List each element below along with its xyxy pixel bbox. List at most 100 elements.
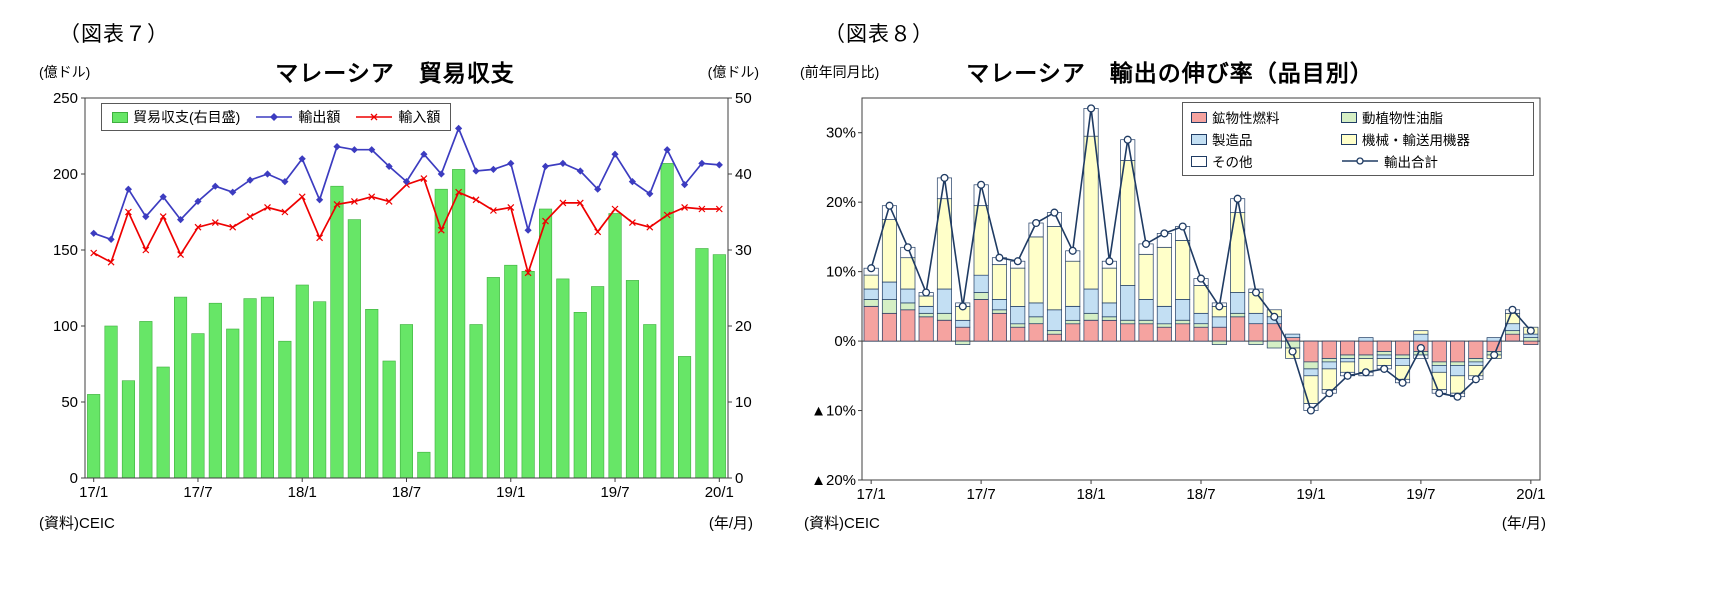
stacked-segment (1285, 333, 1301, 338)
trade-balance-bar (278, 340, 292, 479)
y-axis-tick-label: ▲10% (811, 403, 856, 420)
stacked-segment (1138, 299, 1154, 321)
total-exports-circle-marker (1526, 326, 1535, 335)
stacked-segment (1505, 333, 1521, 342)
figure8-legend: 鉱物性燃料 動植物性油脂 製造品 機械・輸送用機器 その他 輸出合計 (1182, 102, 1534, 176)
exports-diamond-marker (124, 185, 132, 193)
exports-diamond-marker (211, 182, 219, 190)
trade-balance-bar (382, 360, 396, 479)
legend-label: 輸入額 (398, 109, 441, 125)
imports-x-marker (124, 208, 132, 216)
stacked-segment (1175, 240, 1191, 300)
exports-diamond-marker (472, 167, 480, 175)
stacked-segment (1376, 351, 1392, 356)
legend-swatch (1341, 133, 1357, 145)
y-axis-tick-label: 0% (834, 333, 856, 350)
figure7-title: マレーシア 貿易収支 (275, 60, 515, 86)
imports-x-marker (698, 205, 706, 213)
imports-x-marker (385, 197, 393, 205)
x-axis-tick-label: 17/7 (183, 484, 212, 501)
stacked-segment (1340, 340, 1356, 356)
stacked-segment (936, 319, 952, 342)
total-exports-circle-marker (1032, 218, 1041, 228)
stacked-segment (1450, 340, 1466, 363)
stacked-segment (900, 309, 916, 342)
total-exports-circle-marker (1361, 368, 1370, 377)
x-axis-tick-label: 20/1 (705, 484, 734, 501)
imports-x-marker (368, 193, 376, 201)
imports-x-marker (628, 219, 636, 227)
x-axis-tick-label: 19/1 (1296, 486, 1325, 503)
exports-diamond-marker (263, 170, 272, 178)
stacked-segment (1120, 319, 1136, 325)
imports-x-marker (194, 223, 202, 231)
stacked-segment (1065, 306, 1081, 321)
exports-diamond-marker (455, 124, 463, 132)
legend-circle-line-icon (1342, 157, 1378, 165)
stacked-segment (1028, 323, 1044, 342)
total-exports-circle-marker (1123, 135, 1132, 144)
exports-diamond-marker (524, 226, 532, 234)
stacked-segment (1376, 340, 1392, 352)
stacked-segment (1083, 135, 1099, 290)
stacked-segment (1230, 316, 1246, 342)
x-axis-tick-label: 17/7 (967, 486, 996, 503)
total-exports-circle-marker (1251, 288, 1261, 297)
legend-diamond-line-icon (256, 113, 293, 121)
trade-balance-bar (452, 169, 466, 479)
stacked-segment (1321, 340, 1337, 359)
imports-x-marker (107, 258, 115, 266)
legend-swatch (1341, 111, 1357, 123)
trade-balance-bar (469, 324, 483, 479)
imports-x-marker (472, 196, 480, 204)
trade-balance-bar (208, 302, 222, 479)
legend-label: 鉱物性燃料 (1212, 111, 1280, 126)
stacked-segment (1193, 323, 1209, 328)
imports-x-marker (455, 188, 463, 196)
exports-diamond-marker (611, 150, 619, 158)
trade-balance-bar (660, 163, 674, 479)
exports-diamond-marker (594, 185, 602, 193)
left-axis-tick-label: 200 (53, 166, 78, 183)
stacked-segment (1395, 354, 1411, 359)
exports-diamond-marker (576, 167, 584, 175)
total-exports-circle-marker (977, 180, 986, 189)
exports-diamond-marker (437, 170, 445, 178)
stacked-segment (1120, 160, 1136, 286)
stacked-segment (1046, 226, 1062, 311)
exports-diamond-marker (420, 150, 428, 158)
x-axis-tick-label: 20/1 (1516, 486, 1545, 503)
stacked-segment (1156, 326, 1172, 342)
stacked-segment (900, 257, 916, 290)
figure8-title: マレーシア 輸出の伸び率（品目別） (966, 60, 1374, 86)
stacked-segment (1395, 340, 1411, 356)
stacked-segment (973, 292, 989, 300)
figure7-chart: 0 50 100 150 200 250 0 10 20 30 40 50 17/1 17/7 18/1 18… (53, 92, 752, 501)
imports-x-marker (211, 219, 219, 227)
stacked-segment (1193, 285, 1209, 314)
trade-balance-bar (486, 277, 500, 479)
stacked-segment (1138, 323, 1154, 342)
figure8-panel: （図表８） マレーシア 輸出の伸び率（品目別） (前年同月比) 30% 20% 10… (790, 14, 1550, 580)
stacked-segment (973, 299, 989, 342)
trade-balance-bar (87, 394, 101, 479)
y-axis-tick-label: 30% (826, 125, 856, 142)
stacked-segment (1010, 323, 1026, 328)
figure8-axis-unit: (前年同月比) (800, 64, 880, 80)
stacked-segment (881, 299, 897, 314)
right-axis-tick-label: 30 (735, 242, 752, 259)
x-axis-tick-label: 18/1 (288, 484, 317, 501)
stacked-segment (1138, 319, 1154, 325)
imports-x-marker (229, 223, 237, 231)
stacked-segment (1413, 330, 1429, 335)
legend-item-segment: 鉱物性燃料 (1191, 107, 1337, 127)
x-axis-tick-label: 19/7 (600, 484, 629, 501)
exports-diamond-marker (402, 178, 411, 186)
stacked-segment (1211, 326, 1227, 342)
left-axis-tick-label: 150 (53, 242, 78, 259)
total-exports-circle-marker (885, 201, 894, 210)
total-exports-circle-marker (1068, 246, 1077, 255)
stacked-segment (1413, 333, 1429, 342)
total-exports-circle-marker (1490, 350, 1499, 360)
